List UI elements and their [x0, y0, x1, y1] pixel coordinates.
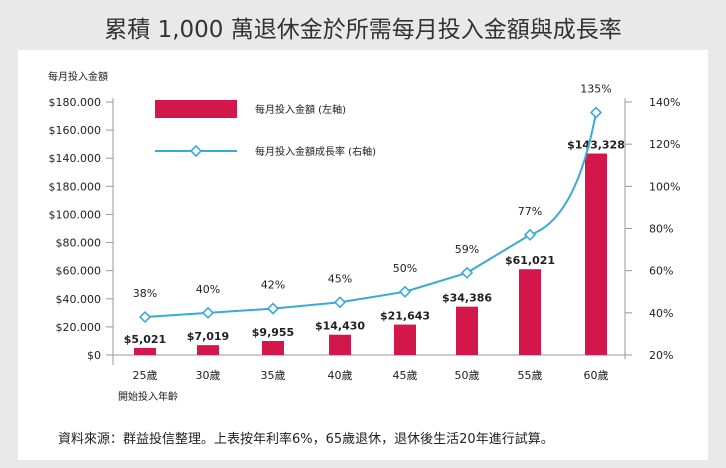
chart-title: 累積 1,000 萬退休金於所需每月投入金額與成長率 — [104, 17, 622, 43]
line-point — [138, 310, 152, 324]
line-point — [333, 296, 347, 309]
y-right-tick-label: 60% — [649, 265, 673, 278]
legend-bar-swatch — [155, 100, 237, 118]
bar-label: $34,386 — [442, 292, 492, 305]
line-label: 42% — [261, 279, 285, 292]
line-point — [523, 228, 537, 241]
bar — [456, 306, 478, 355]
y-right-tick-label: 100% — [649, 180, 680, 193]
legend-diamond-icon — [189, 144, 203, 158]
line-label: 135% — [580, 83, 611, 96]
line-point — [460, 266, 474, 279]
line-point — [201, 306, 215, 319]
x-tick-label: 40歲 — [328, 368, 353, 382]
y-tick-label: $80.000 — [56, 237, 102, 250]
y-tick-label: $140.000 — [49, 152, 102, 165]
bar — [262, 341, 284, 355]
y-tick-label: $160.000 — [49, 124, 102, 137]
y-tick-label: $180.000 — [49, 96, 102, 109]
bar-label: $61,021 — [505, 254, 555, 267]
y-tick-label: $100.000 — [49, 208, 102, 221]
bar-label: $21,643 — [380, 310, 430, 323]
y-right-tick-label: 40% — [649, 307, 673, 320]
y-tick-label: $60.000 — [56, 265, 102, 278]
x-tick-label: 45歲 — [393, 368, 418, 382]
bar-label: $7,019 — [187, 330, 229, 343]
x-axis-title: 開始投入年齡 — [118, 390, 178, 403]
y-right-tick-label: 120% — [649, 138, 680, 151]
line-label: 77% — [518, 205, 542, 218]
y-right-tick-label: 20% — [649, 349, 673, 362]
growth-line — [144, 112, 597, 319]
y-right-tick-label: 140% — [649, 96, 680, 109]
x-tick-label: 50歲 — [455, 368, 480, 382]
line-label: 45% — [328, 272, 352, 285]
line-label: 50% — [393, 262, 417, 275]
bar — [585, 153, 607, 355]
footnote: 資料來源：群益投信整理。上表按年利率6%，65歲退休，退休後生活20年進行試算。 — [58, 432, 554, 447]
bar — [519, 269, 541, 355]
line-point — [589, 106, 603, 119]
y-tick-label: $40.000 — [56, 293, 102, 306]
x-tick-label: 35歲 — [261, 368, 286, 382]
line-label: 40% — [196, 283, 220, 296]
bar — [329, 334, 351, 355]
y-tick-label: $20.000 — [56, 321, 102, 334]
y-tick-label: $180.000 — [49, 180, 102, 193]
x-tick-label: 25歲 — [133, 368, 158, 382]
y-tick-label: $0 — [87, 349, 101, 362]
y-axis-title: 每月投入金額 — [48, 70, 108, 83]
bar-label: $9,955 — [252, 326, 294, 339]
bar — [134, 347, 156, 355]
line-label: 38% — [133, 287, 157, 300]
y-right-tick-label: 80% — [649, 223, 673, 236]
legend-line-label: 每月投入金額成長率 (右軸) — [255, 145, 376, 158]
x-tick-label: 30歲 — [196, 368, 221, 382]
x-tick-label: 55歲 — [518, 368, 543, 382]
bar-label: $5,021 — [124, 333, 166, 346]
bar-label: $143,328 — [567, 139, 625, 152]
bar-label: $14,430 — [315, 320, 365, 333]
line-point — [398, 285, 412, 298]
bar — [394, 324, 416, 355]
line-label: 59% — [455, 243, 479, 256]
legend-bar-label: 每月投入金額 (左軸) — [255, 103, 346, 116]
bar — [197, 345, 219, 355]
line-point — [266, 302, 280, 315]
x-tick-label: 60歲 — [584, 368, 609, 382]
